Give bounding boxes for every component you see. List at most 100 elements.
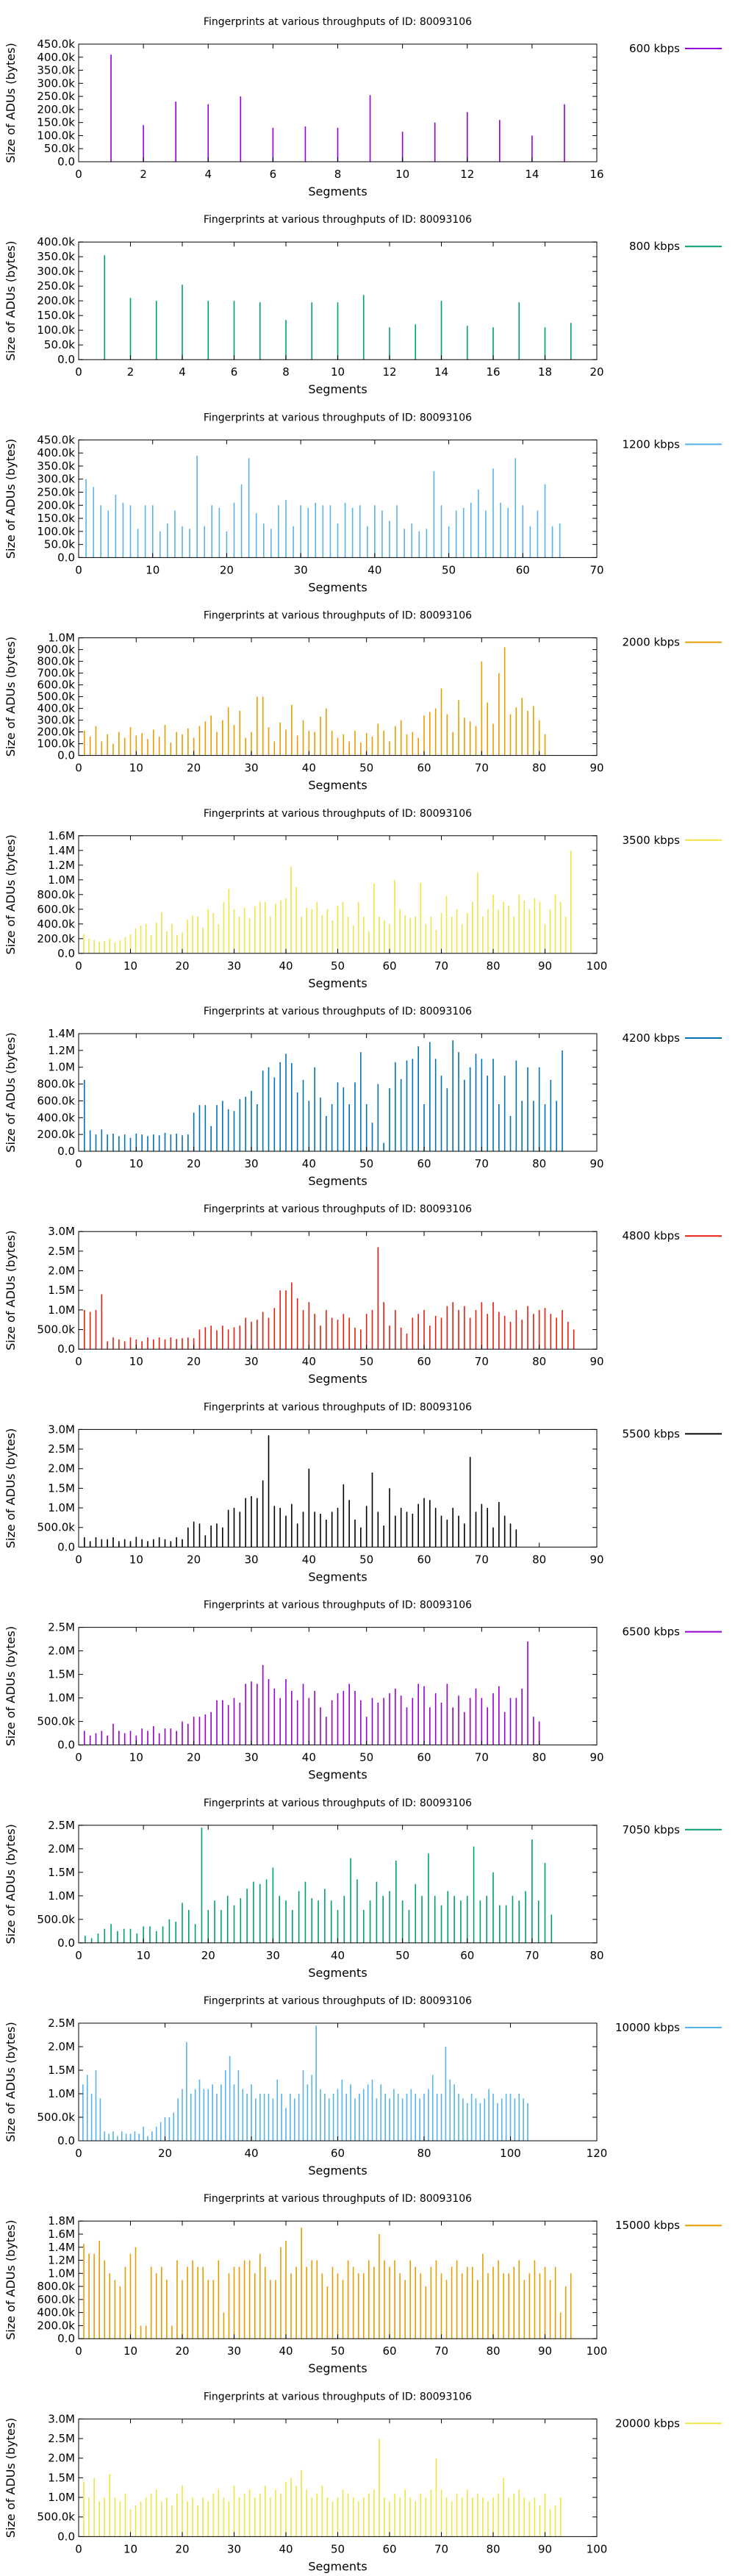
y-tick-label: 0.0 — [57, 551, 75, 564]
x-tick-label: 80 — [532, 1553, 546, 1566]
x-tick-label: 40 — [302, 1751, 316, 1764]
x-tick-label: 70 — [475, 1553, 489, 1566]
chart-title: Fingerprints at various throughputs of I… — [204, 808, 472, 820]
chart-title: Fingerprints at various throughputs of I… — [204, 16, 472, 28]
chart-title: Fingerprints at various throughputs of I… — [204, 1203, 472, 1215]
x-tick-label: 30 — [244, 1157, 258, 1170]
x-tick-label: 30 — [227, 2542, 241, 2555]
x-tick-label: 70 — [434, 959, 448, 973]
y-tick-label: 0.0 — [57, 1342, 75, 1356]
y-tick-label: 400.0k — [37, 917, 75, 931]
chart-title: Fingerprints at various throughputs of I… — [204, 214, 472, 226]
x-tick-label: 0 — [75, 563, 82, 576]
y-tick-label: 1.5M — [48, 1668, 75, 1681]
y-axis-label: Size of ADUs (bytes) — [4, 637, 18, 756]
y-tick-label: 3.0M — [48, 1423, 75, 1436]
chart-title: Fingerprints at various throughputs of I… — [204, 2391, 472, 2403]
y-tick-label: 1.4M — [48, 844, 75, 857]
x-tick-label: 90 — [589, 1553, 603, 1566]
x-tick-label: 40 — [368, 563, 381, 576]
x-tick-label: 60 — [516, 563, 530, 576]
x-tick-label: 30 — [244, 1355, 258, 1368]
x-tick-label: 30 — [244, 1553, 258, 1566]
x-tick-label: 18 — [538, 365, 552, 379]
x-tick-label: 20 — [187, 762, 201, 775]
x-tick-label: 0 — [75, 762, 82, 775]
x-axis-label: Segments — [308, 580, 367, 594]
y-tick-label: 200.0k — [37, 2319, 75, 2332]
y-tick-label: 1.8M — [48, 2214, 75, 2228]
x-tick-label: 80 — [486, 959, 500, 973]
x-tick-label: 30 — [266, 1949, 280, 1962]
x-tick-label: 20 — [589, 365, 603, 379]
y-tick-label: 500.0k — [37, 1715, 75, 1728]
legend-label: 20000 kbps — [615, 2416, 680, 2430]
x-tick-label: 50 — [359, 1751, 373, 1764]
x-tick-label: 0 — [75, 1949, 82, 1962]
x-tick-label: 90 — [538, 959, 552, 973]
x-tick-label: 2 — [127, 365, 135, 379]
chart-panel-8: Fingerprints at various throughputs of I… — [4, 1401, 722, 1584]
x-tick-label: 90 — [589, 1355, 603, 1368]
x-tick-label: 4 — [179, 365, 186, 379]
legend-label: 2000 kbps — [623, 636, 681, 649]
y-tick-label: 400.0k — [37, 446, 75, 459]
y-tick-label: 250.0k — [37, 90, 75, 103]
x-tick-label: 90 — [538, 2542, 552, 2555]
chart-title: Fingerprints at various throughputs of I… — [204, 1401, 472, 1413]
x-tick-label: 100 — [587, 959, 608, 973]
y-tick-label: 0.0 — [57, 2134, 75, 2147]
y-axis-label: Size of ADUs (bytes) — [4, 2418, 18, 2538]
chart-title: Fingerprints at various throughputs of I… — [204, 610, 472, 622]
y-tick-label: 0.0 — [57, 1739, 75, 1752]
y-axis-label: Size of ADUs (bytes) — [4, 439, 18, 559]
x-tick-label: 6 — [270, 168, 277, 181]
chart-panel-5: Fingerprints at various throughputs of I… — [4, 808, 722, 990]
x-tick-label: 60 — [382, 2542, 396, 2555]
x-axis-label: Segments — [308, 2559, 367, 2573]
x-tick-label: 10 — [123, 2344, 137, 2358]
y-tick-label: 50.0k — [44, 142, 75, 155]
y-tick-label: 1.0M — [48, 1889, 75, 1903]
legend-label: 600 kbps — [629, 42, 680, 55]
x-tick-label: 10 — [146, 563, 159, 576]
x-tick-label: 20 — [175, 2344, 189, 2358]
y-tick-label: 3.0M — [48, 2412, 75, 2425]
y-tick-label: 1.5M — [48, 2471, 75, 2484]
y-tick-label: 2.5M — [48, 1819, 75, 1832]
legend-label: 3500 kbps — [623, 834, 681, 847]
y-tick-label: 350.0k — [37, 64, 75, 77]
chart-panel-11: Fingerprints at various throughputs of I… — [4, 1995, 722, 2178]
x-tick-label: 120 — [587, 2147, 608, 2160]
x-tick-label: 70 — [434, 2542, 448, 2555]
x-tick-label: 60 — [417, 1355, 431, 1368]
y-axis-label: Size of ADUs (bytes) — [4, 240, 18, 360]
chart-panel-6: Fingerprints at various throughputs of I… — [4, 1006, 722, 1188]
y-tick-label: 2.5M — [48, 2017, 75, 2030]
x-axis-label: Segments — [308, 1768, 367, 1782]
x-tick-label: 80 — [532, 1751, 546, 1764]
x-tick-label: 40 — [331, 1949, 345, 1962]
x-tick-label: 40 — [302, 1553, 316, 1566]
chart-title: Fingerprints at various throughputs of I… — [204, 1995, 472, 2007]
y-tick-label: 500.0k — [37, 1521, 75, 1534]
x-tick-label: 50 — [359, 762, 373, 775]
x-tick-label: 80 — [486, 2344, 500, 2358]
x-tick-label: 12 — [382, 365, 396, 379]
x-tick-label: 60 — [417, 1751, 431, 1764]
x-tick-label: 0 — [75, 2542, 82, 2555]
x-tick-label: 90 — [589, 762, 603, 775]
y-tick-label: 2.5M — [48, 2432, 75, 2445]
y-axis-label: Size of ADUs (bytes) — [4, 2022, 18, 2142]
x-tick-label: 80 — [417, 2147, 431, 2160]
y-tick-label: 600.0k — [37, 2293, 75, 2306]
y-tick-label: 600.0k — [37, 679, 75, 692]
y-tick-label: 2.5M — [48, 1245, 75, 1258]
y-tick-label: 100.0k — [37, 129, 75, 142]
x-tick-label: 20 — [175, 959, 189, 973]
x-tick-label: 40 — [279, 959, 293, 973]
y-tick-label: 1.2M — [48, 1044, 75, 1057]
chart-panel-10: Fingerprints at various throughputs of I… — [4, 1797, 722, 1980]
y-tick-label: 1.0M — [48, 1501, 75, 1514]
y-tick-label: 250.0k — [37, 486, 75, 499]
